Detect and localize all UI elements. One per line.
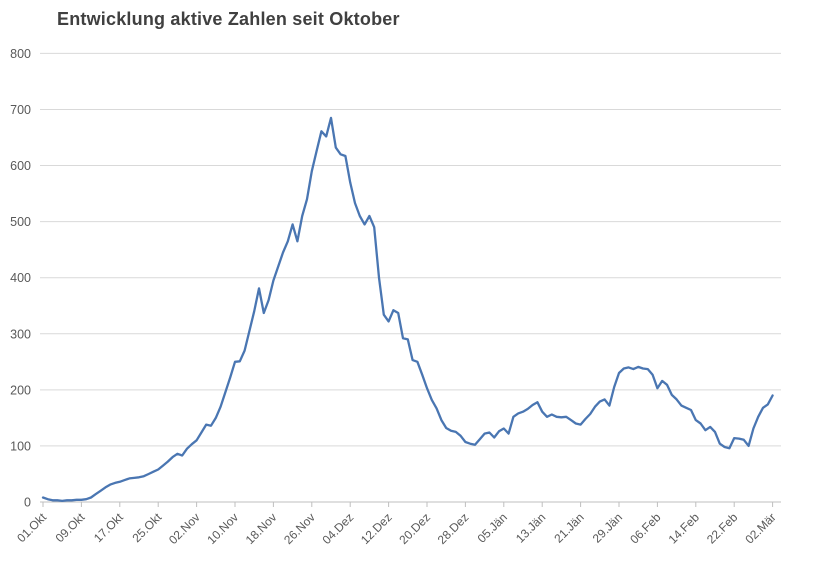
- x-tick-label: 25.Okt: [129, 510, 164, 545]
- x-tick-label: 02.Mär: [742, 510, 778, 546]
- y-tick-label: 0: [24, 496, 31, 510]
- x-tick-label: 13.Jän: [513, 510, 548, 545]
- y-tick-label: 200: [10, 383, 31, 397]
- x-tick-label: 04.Dez: [320, 510, 357, 547]
- x-tick-label: 12.Dez: [358, 510, 395, 547]
- x-tick-label: 02.Nov: [166, 510, 203, 547]
- x-ticks: [42, 502, 774, 507]
- y-tick-label: 800: [10, 47, 31, 61]
- x-tick-label: 06.Feb: [627, 510, 664, 547]
- y-tick-label: 700: [10, 103, 31, 117]
- x-tick-label: 14.Feb: [666, 510, 703, 547]
- x-tick-label: 29.Jän: [590, 510, 625, 545]
- x-tick-label: 21.Jän: [551, 510, 586, 545]
- y-tick-label: 500: [10, 215, 31, 229]
- chart-title: Entwicklung aktive Zahlen seit Oktober: [57, 9, 400, 29]
- data-line-active-numbers: [41, 116, 774, 503]
- x-tick-label: 01.Okt: [14, 510, 49, 545]
- y-tick-label: 400: [10, 271, 31, 285]
- x-tick-label: 20.Dez: [396, 510, 433, 547]
- x-tick-label: 28.Dez: [435, 510, 472, 547]
- y-axis-labels: 0 100 200 300 400 500 600 700 800: [10, 47, 31, 510]
- x-tick-label: 10.Nov: [204, 510, 241, 547]
- x-axis-labels: 01.Okt 09.Okt 17.Okt 25.Okt 02.Nov 10.Nov 18.N…: [14, 510, 779, 547]
- x-tick-label: 17.Okt: [91, 510, 126, 545]
- x-tick-label: 22.Feb: [704, 510, 741, 547]
- x-tick-label: 05.Jän: [475, 510, 510, 545]
- x-tick-label: 09.Okt: [53, 510, 88, 545]
- y-tick-label: 600: [10, 159, 31, 173]
- x-tick-label: 18.Nov: [243, 510, 280, 547]
- y-tick-label: 100: [10, 439, 31, 453]
- x-tick-label: 26.Nov: [281, 510, 318, 547]
- y-gridlines: [40, 52, 781, 447]
- y-tick-label: 300: [10, 327, 31, 341]
